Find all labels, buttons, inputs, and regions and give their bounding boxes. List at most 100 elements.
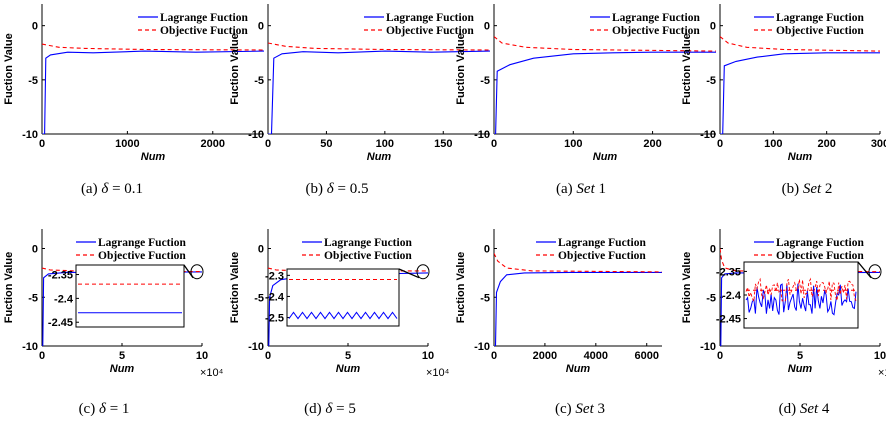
inset-y-tick-label: -2.3 <box>265 270 284 282</box>
x-tick-label: 5 <box>119 350 125 362</box>
inset-y-tick-label: -2.35 <box>716 266 741 278</box>
inset-y-tick-label: -2.45 <box>716 314 741 326</box>
y-tick-label: -5 <box>480 75 490 87</box>
legend-label: Objective Fuction <box>160 25 248 37</box>
y-tick-label: -10 <box>248 341 264 353</box>
chart-panel-5: -10 -5 0 0 5 10 Num Fuction Value ×10⁴ Lagrange F… <box>3 229 224 417</box>
x-tick-label: 100 <box>764 138 782 150</box>
legend-label: Objective Fuction <box>386 25 474 37</box>
panel-caption: (a) Set 1 <box>556 181 606 197</box>
y-axis-label: Fuction Value <box>455 252 467 324</box>
y-axis-label: Fuction Value <box>681 33 693 105</box>
legend-box <box>588 8 715 37</box>
legend-label: Lagrange Fuction <box>324 237 412 249</box>
plot-area <box>268 42 490 134</box>
y-tick-label: 0 <box>710 244 716 256</box>
y-tick-label: -10 <box>248 129 264 141</box>
x-tick-label: 10 <box>422 350 434 362</box>
legend-box <box>136 8 263 37</box>
x-tick-label: 0 <box>717 138 723 150</box>
y-axis-label: Fuction Value <box>229 33 241 105</box>
inset-zoom: -2.35 -2.4 -2.45 <box>48 264 204 329</box>
legend-box <box>752 233 879 262</box>
legend-label: Lagrange Fuction <box>612 12 700 24</box>
y-tick-label: 0 <box>710 21 716 33</box>
x-axis-multiplier: ×10⁴ <box>200 367 224 379</box>
legend-label: Lagrange Fuction <box>386 12 474 24</box>
series-lagrange-line <box>494 51 716 134</box>
y-tick-label: 0 <box>258 244 264 256</box>
y-tick-label: 0 <box>484 21 490 33</box>
x-tick-label: 0 <box>491 350 497 362</box>
x-axis-label: Num <box>788 363 813 375</box>
x-axis-label: Num <box>788 151 813 163</box>
zoom-circle <box>416 264 430 280</box>
y-tick-label: -10 <box>474 341 490 353</box>
series-lagrange-line <box>494 271 662 346</box>
y-tick-label: 0 <box>258 21 264 33</box>
legend-label: Lagrange Fuction <box>98 237 186 249</box>
legend-label: Objective Fuction <box>776 250 864 262</box>
x-axis-label: Num <box>141 151 166 163</box>
y-tick-label: -10 <box>22 341 38 353</box>
inset-y-tick-label: -2.4 <box>722 290 742 302</box>
inset-y-tick-label: -2.35 <box>48 270 73 282</box>
y-tick-label: -5 <box>28 75 38 87</box>
x-tick-label: 200 <box>817 138 835 150</box>
zoom-arrow <box>183 264 194 279</box>
inset-y-tick-label: -2.4 <box>265 291 285 303</box>
y-tick-label: -5 <box>706 292 716 304</box>
y-tick-label: 0 <box>32 244 38 256</box>
panel-caption: (b) Set 2 <box>782 181 833 197</box>
legend-label: Lagrange Fuction <box>776 12 864 24</box>
x-axis-label: Num <box>110 363 135 375</box>
y-tick-label: -5 <box>706 75 716 87</box>
y-tick-label: -10 <box>700 341 716 353</box>
legend-label: Objective Fuction <box>776 25 864 37</box>
legend-box <box>300 233 427 262</box>
inset-lagrange-line <box>288 311 398 320</box>
x-tick-label: 2000 <box>533 350 557 362</box>
series-lagrange-line <box>42 50 264 134</box>
x-tick-label: 1000 <box>115 138 139 150</box>
y-tick-label: 0 <box>32 21 38 33</box>
y-tick-label: -5 <box>480 292 490 304</box>
plot-area <box>720 36 880 134</box>
x-tick-label: 0 <box>39 350 45 362</box>
x-tick-label: 0 <box>265 350 271 362</box>
x-axis-label: Num <box>593 151 618 163</box>
panel-caption: (c) Set 3 <box>555 401 605 417</box>
legend-label: Lagrange Fuction <box>776 237 864 249</box>
x-tick-label: 0 <box>39 138 45 150</box>
panel-caption: (b) δ = 0.5 <box>306 181 369 197</box>
y-axis-label: Fuction Value <box>3 33 15 105</box>
legend-box <box>752 8 879 37</box>
panel-caption: (c) δ = 1 <box>79 401 130 417</box>
inset-y-tick-label: -2.5 <box>265 313 284 325</box>
x-tick-label: 100 <box>564 138 582 150</box>
panel-caption: (a) δ = 0.1 <box>81 181 143 197</box>
y-axis-label: Fuction Value <box>229 252 241 324</box>
x-tick-label: 6000 <box>634 350 658 362</box>
zoom-circle <box>190 264 204 280</box>
legend-label: Lagrange Fuction <box>160 12 248 24</box>
panel-caption: (d) Set 4 <box>779 401 830 417</box>
x-tick-label: 10 <box>196 350 208 362</box>
y-tick-label: -10 <box>22 129 38 141</box>
x-tick-label: 0 <box>717 350 723 362</box>
zoom-circle <box>868 264 882 280</box>
x-tick-label: 50 <box>320 138 332 150</box>
x-tick-label: 4000 <box>584 350 608 362</box>
x-tick-label: 150 <box>434 138 452 150</box>
x-axis-label: Num <box>566 363 591 375</box>
